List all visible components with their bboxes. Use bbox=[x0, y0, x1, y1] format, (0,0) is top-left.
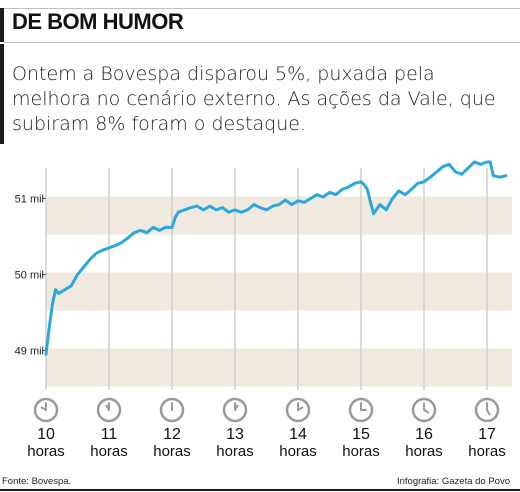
x-tick-hour: 13 bbox=[226, 426, 244, 443]
header-top-rule bbox=[4, 8, 520, 9]
header-accent-bar bbox=[0, 8, 4, 42]
clock-hour-hand bbox=[423, 409, 430, 414]
x-tick-unit: horas bbox=[153, 443, 191, 460]
footer-rule bbox=[0, 489, 520, 491]
y-tick-label: 51 mil bbox=[15, 194, 44, 206]
x-tick-hour: 11 bbox=[101, 426, 118, 443]
x-tick-hour: 16 bbox=[415, 426, 433, 443]
header-rule bbox=[4, 42, 520, 43]
clock-icon bbox=[33, 397, 59, 423]
clock-icon bbox=[411, 397, 437, 423]
clock-hour-hand bbox=[105, 404, 110, 411]
clock-icon bbox=[159, 397, 185, 423]
clock-icon bbox=[285, 397, 311, 423]
value-band bbox=[46, 348, 512, 387]
x-tick-unit: horas bbox=[468, 443, 506, 460]
value-band bbox=[46, 196, 512, 235]
source-note: Fonte: Bovespa. bbox=[2, 476, 72, 487]
clock-hour-hand bbox=[234, 404, 239, 411]
clock-hour-hand bbox=[297, 406, 304, 411]
page-title: DE BOM HUMOR bbox=[12, 9, 184, 34]
x-tick-hour: 14 bbox=[289, 426, 307, 443]
clock-icon bbox=[348, 397, 374, 423]
description-accent-bar bbox=[0, 44, 4, 144]
clock-hour-hand bbox=[486, 409, 491, 416]
credit-note: Infografia: Gazeta do Povo bbox=[396, 476, 510, 487]
clock-icon bbox=[222, 397, 248, 423]
clock-hour-hand bbox=[40, 406, 47, 411]
x-tick-unit: horas bbox=[342, 443, 380, 460]
clock-icon bbox=[96, 397, 122, 423]
index-line bbox=[44, 160, 508, 356]
clock-icon bbox=[474, 397, 500, 423]
x-tick-unit: horas bbox=[216, 443, 254, 460]
value-band bbox=[46, 272, 512, 311]
x-tick-hour: 12 bbox=[163, 426, 181, 443]
x-tick-hour: 17 bbox=[478, 426, 496, 443]
x-tick-unit: horas bbox=[279, 443, 317, 460]
x-tick-unit: horas bbox=[90, 443, 128, 460]
x-tick-hour: 15 bbox=[352, 426, 370, 443]
header: DE BOM HUMOR bbox=[0, 0, 520, 44]
x-tick-unit: horas bbox=[27, 443, 65, 460]
y-tick-label: 49 mil bbox=[15, 346, 44, 358]
y-tick-label: 50 mil bbox=[15, 270, 44, 282]
x-tick-hour: 10 bbox=[37, 426, 55, 443]
description-text: Ontem a Bovespa disparou 5%, puxada pela… bbox=[12, 63, 496, 135]
x-tick-unit: horas bbox=[405, 443, 443, 460]
